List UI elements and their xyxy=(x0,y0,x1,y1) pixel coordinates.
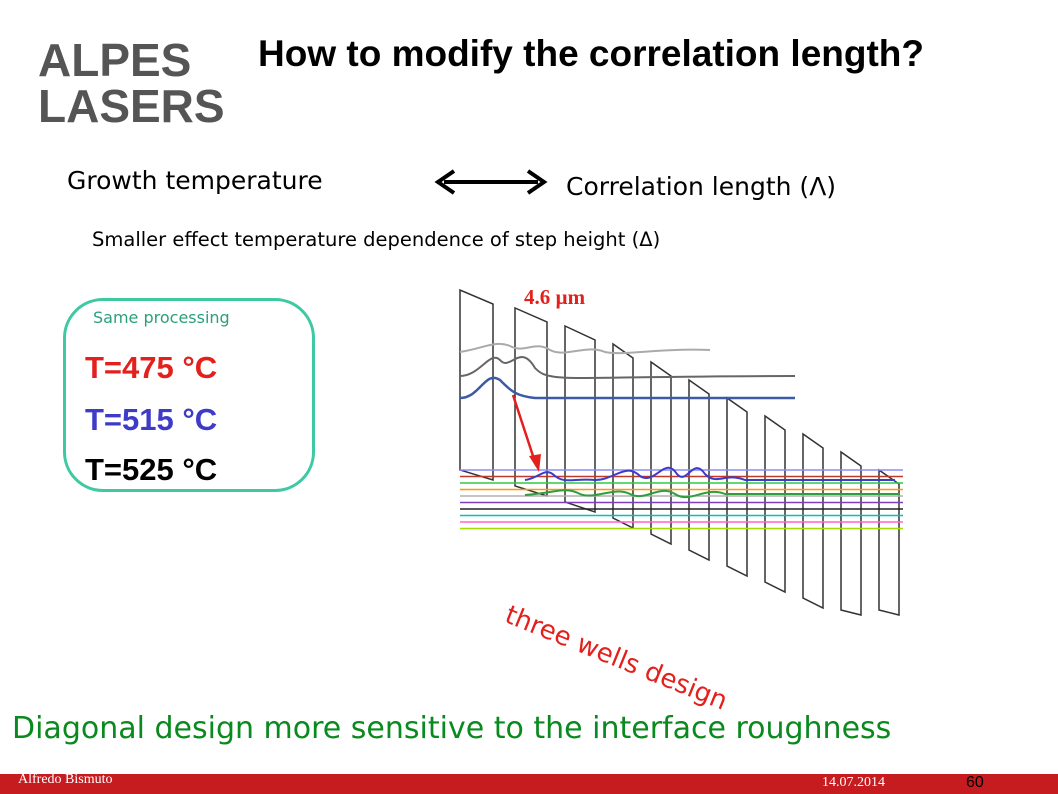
temperature-525: T=525 °C xyxy=(85,452,218,487)
quantum-well xyxy=(764,414,786,594)
quantum-well xyxy=(650,360,672,546)
footer-bar xyxy=(0,774,1058,794)
band-diagram xyxy=(459,288,903,616)
quantum-well xyxy=(564,324,596,514)
conclusion-text: Diagonal design more sensitive to the in… xyxy=(12,711,892,746)
wavefunction-lower xyxy=(524,466,895,482)
quantum-well xyxy=(688,378,710,562)
red-arrow-icon xyxy=(511,394,537,463)
quantum-well xyxy=(878,468,900,616)
author-name: Alfredo Bismuto xyxy=(18,772,113,787)
logo-line2: LASERS xyxy=(38,80,225,126)
quantum-well xyxy=(802,432,824,610)
wavelength-label: 4.6 µm xyxy=(524,285,586,309)
alpes-lasers-logo: ALPES LASERS xyxy=(38,36,225,126)
energy-levels xyxy=(460,469,903,530)
temperature-475: T=475 °C xyxy=(85,350,218,385)
correlation-length-label: Correlation length (Λ) xyxy=(566,172,837,201)
double-arrow-icon xyxy=(434,169,548,195)
growth-temperature-label: Growth temperature xyxy=(67,166,323,195)
quantum-well xyxy=(840,450,862,616)
quantum-well xyxy=(514,306,548,498)
page-number: 60 xyxy=(966,774,984,791)
wavefunction-dark xyxy=(459,356,796,379)
temperature-515: T=515 °C xyxy=(85,402,218,437)
wavefunctions xyxy=(459,342,900,499)
wavefunction-blue xyxy=(459,376,795,400)
quantum-well xyxy=(726,396,748,578)
temperature-box xyxy=(63,298,315,492)
step-height-note: Smaller effect temperature dependence of… xyxy=(92,228,661,251)
band-profile xyxy=(459,288,900,616)
same-processing-caption: Same processing xyxy=(93,308,230,327)
quantum-well xyxy=(459,288,494,482)
slide-date: 14.07.2014 xyxy=(822,775,885,790)
wavefunction-green xyxy=(524,489,900,499)
logo-line1: ALPES xyxy=(38,36,191,86)
slide-title: How to modify the correlation length? xyxy=(258,33,924,74)
quantum-well xyxy=(612,342,634,530)
wavefunction-gray xyxy=(459,342,711,355)
